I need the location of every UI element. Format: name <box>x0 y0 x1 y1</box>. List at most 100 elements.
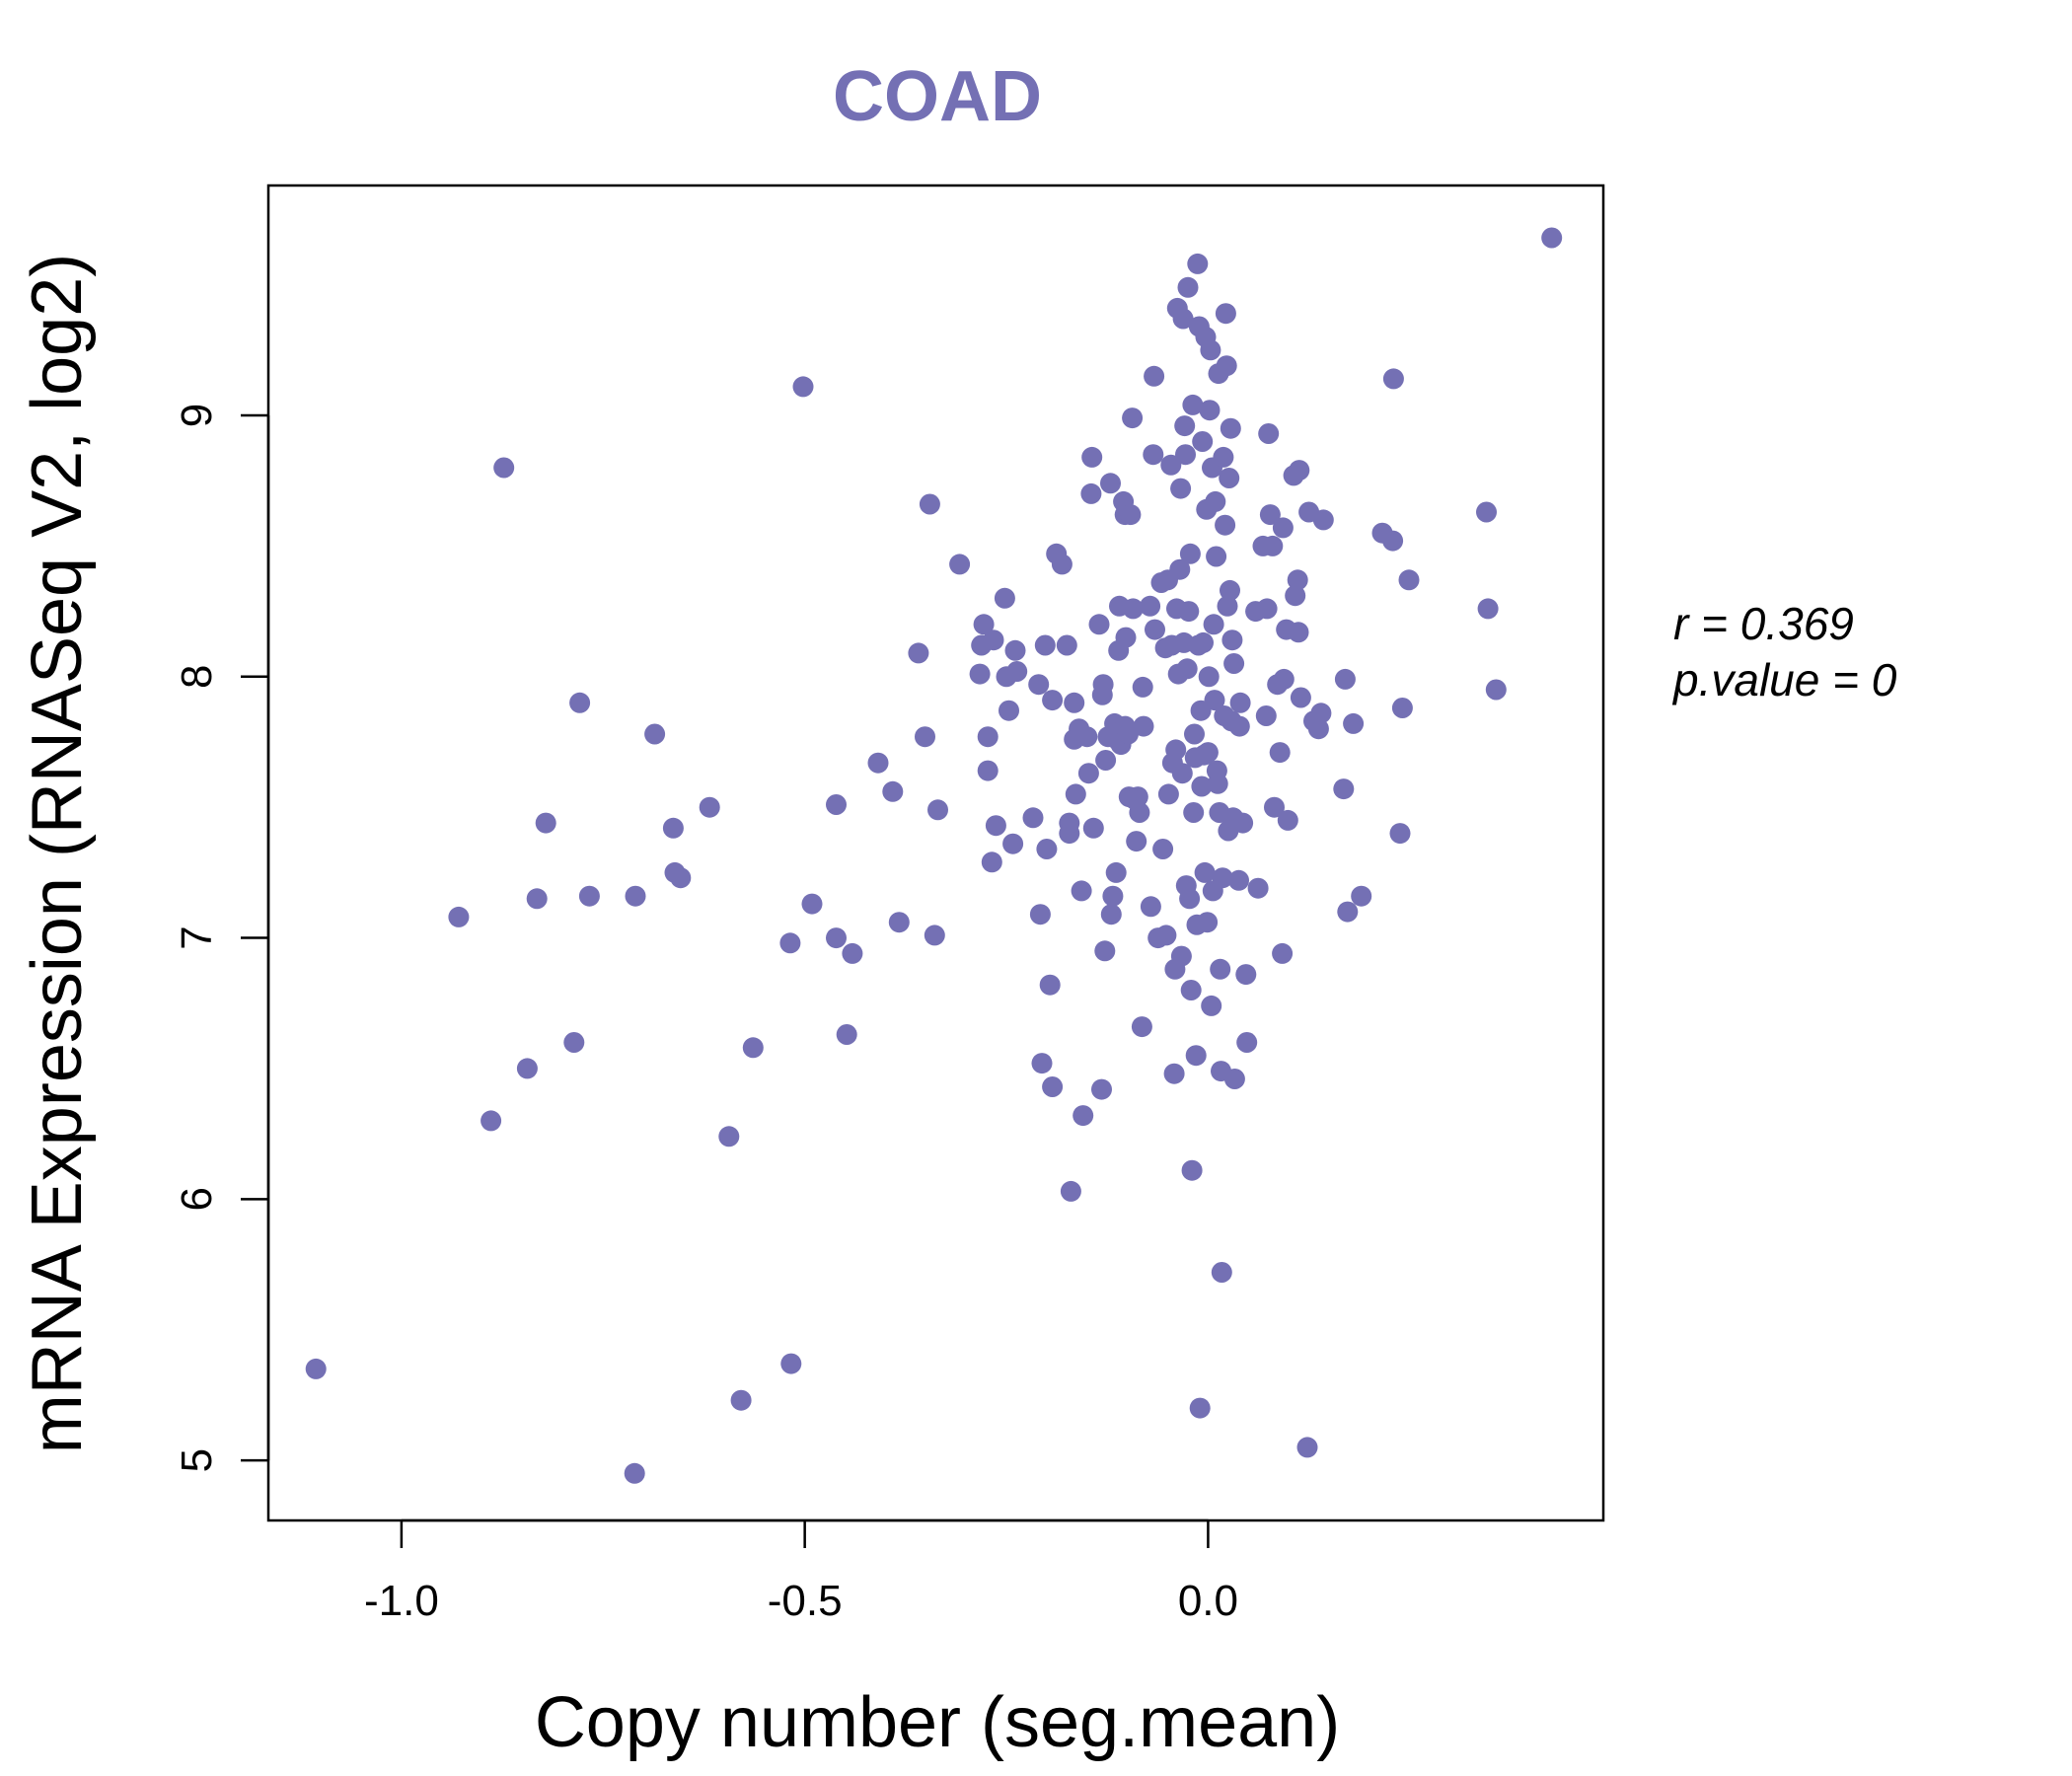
scatter-point <box>1129 802 1150 823</box>
scatter-point <box>1343 712 1365 734</box>
scatter-point <box>1194 861 1216 883</box>
scatter-point <box>915 726 935 748</box>
y-tick-label: 7 <box>173 925 221 949</box>
scatter-point <box>826 927 847 949</box>
scatter-point <box>1207 773 1228 794</box>
y-axis: 5 6 7 8 9 <box>173 404 270 1472</box>
scatter-point <box>1127 786 1148 808</box>
y-tick-label: 6 <box>173 1187 221 1211</box>
scatter-point <box>569 692 591 713</box>
scatter-point <box>1184 723 1205 745</box>
scatter-point <box>1221 629 1243 651</box>
scatter-point <box>1182 394 1204 415</box>
scatter-point <box>1006 661 1028 682</box>
scatter-point <box>1157 783 1179 805</box>
scatter-point <box>305 1358 327 1379</box>
y-axis-label: mRNA Expression (RNASeq V2, log2) <box>18 254 97 1453</box>
scatter-point <box>1080 482 1102 504</box>
scatter-point <box>1192 431 1214 452</box>
scatter-point <box>625 885 646 907</box>
scatter-point <box>1307 718 1329 740</box>
scatter-point <box>1228 715 1250 737</box>
scatter-point <box>1105 861 1127 883</box>
scatter-point <box>888 912 910 933</box>
scatter-point <box>1290 687 1311 708</box>
scatter-point <box>1178 601 1200 623</box>
scatter-point <box>1334 668 1356 690</box>
scatter-point <box>1133 715 1154 737</box>
scatter-point <box>1351 885 1372 907</box>
y-tick-label: 5 <box>173 1448 221 1472</box>
scatter-point <box>1177 276 1199 298</box>
scatter-point <box>1333 778 1355 800</box>
scatter-point <box>1028 674 1050 696</box>
scatter-point <box>1132 676 1153 698</box>
scatter-point <box>801 893 823 915</box>
scatter-point <box>1191 776 1213 797</box>
scatter-point <box>1189 1397 1211 1419</box>
scatter-point <box>1477 598 1499 620</box>
scatter-point <box>1170 945 1192 967</box>
scatter-point <box>1217 595 1238 617</box>
scatter-point <box>1285 585 1306 607</box>
scatter-point <box>1076 726 1098 748</box>
scatter-point <box>1289 460 1310 481</box>
scatter-point <box>578 885 600 907</box>
scatter-point <box>1255 705 1277 726</box>
p-value-label: p.value = 0 <box>1671 654 1897 705</box>
scatter-point <box>526 888 548 910</box>
scatter-point <box>780 1353 802 1374</box>
scatter-point <box>1100 473 1121 494</box>
scatter-point <box>924 925 945 946</box>
scatter-point <box>1272 942 1294 964</box>
chart-title: COAD <box>833 57 1042 136</box>
scatter-point <box>826 794 847 815</box>
scatter-point <box>1176 658 1198 680</box>
scatter-point <box>1163 1063 1185 1084</box>
scatter-point <box>1193 631 1214 653</box>
scatter-point <box>1004 639 1026 661</box>
scatter-point <box>1185 1045 1207 1067</box>
scatter-point <box>1179 543 1201 564</box>
scatter-point <box>1201 995 1222 1016</box>
scatter-point <box>1059 812 1080 834</box>
scatter-point <box>1126 831 1147 852</box>
scatter-point <box>1200 339 1221 361</box>
scatter-point <box>969 663 991 685</box>
y-tick-label: 8 <box>173 665 221 689</box>
scatter-point <box>1064 692 1085 713</box>
scatter-point <box>1205 490 1226 512</box>
scatter-point <box>1259 504 1281 526</box>
scatter-point <box>1235 964 1257 986</box>
scatter-point <box>1145 619 1165 640</box>
x-axis-label: Copy number (seg.mean) <box>535 1683 1340 1762</box>
scatter-point <box>1229 692 1251 713</box>
scatter-point <box>1029 904 1051 925</box>
scatter-point <box>919 493 940 515</box>
scatter-point <box>973 614 995 635</box>
scatter-point <box>1198 666 1220 688</box>
scatter-point <box>699 796 720 818</box>
scatter-point <box>1288 622 1309 643</box>
scatter-point <box>1181 1159 1203 1181</box>
scatter-point <box>1091 1078 1112 1100</box>
scatter-point <box>481 1110 502 1132</box>
scatter-point <box>1258 423 1280 444</box>
scatter-point <box>1223 1069 1245 1089</box>
scatter-point <box>1220 417 1241 439</box>
scatter-point <box>836 1024 857 1045</box>
scatter-point <box>1219 468 1240 488</box>
scatter-point <box>1213 446 1234 468</box>
scatter-point <box>1071 880 1092 902</box>
scatter-point <box>1160 454 1182 476</box>
x-tick-label: -0.5 <box>768 1577 843 1625</box>
scatter-point <box>1082 817 1104 839</box>
scatter-point <box>1199 400 1221 421</box>
scatter-point <box>842 942 863 964</box>
scatter-point <box>1204 690 1225 711</box>
scatter-point <box>1389 823 1411 845</box>
scatter-point <box>1174 415 1196 437</box>
scatter-point <box>1277 809 1298 831</box>
scatter-point <box>1056 634 1077 656</box>
